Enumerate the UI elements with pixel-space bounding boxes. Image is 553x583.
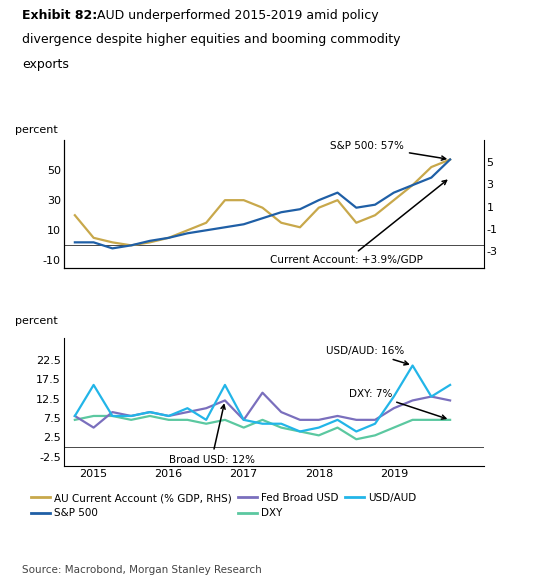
Legend: AU Current Account (% GDP, RHS), S&P 500, Fed Broad USD, DXY, USD/AUD: AU Current Account (% GDP, RHS), S&P 500… (27, 489, 420, 522)
Text: exports: exports (22, 58, 69, 71)
Text: divergence despite higher equities and booming commodity: divergence despite higher equities and b… (22, 33, 400, 46)
Text: Broad USD: 12%: Broad USD: 12% (169, 405, 255, 465)
Text: percent: percent (15, 125, 58, 135)
Text: Exhibit 82:: Exhibit 82: (22, 9, 97, 22)
Text: Current Account: +3.9%/GDP: Current Account: +3.9%/GDP (270, 180, 447, 265)
Text: AUD underperformed 2015-2019 amid policy: AUD underperformed 2015-2019 amid policy (97, 9, 378, 22)
Text: USD/AUD: 16%: USD/AUD: 16% (326, 346, 408, 365)
Text: Source: Macrobond, Morgan Stanley Research: Source: Macrobond, Morgan Stanley Resear… (22, 566, 262, 575)
Text: percent: percent (15, 315, 58, 325)
Text: DXY: 7%: DXY: 7% (349, 388, 446, 419)
Text: S&P 500: 57%: S&P 500: 57% (330, 141, 446, 160)
